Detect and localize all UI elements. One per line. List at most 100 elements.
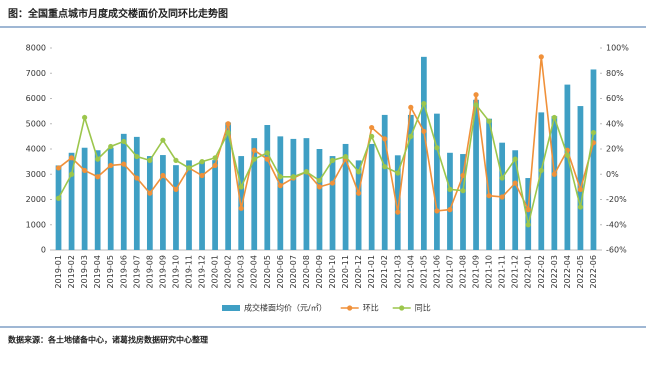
marker (147, 157, 153, 163)
bar (342, 143, 349, 250)
marker (577, 204, 584, 210)
marker (160, 172, 166, 179)
marker (590, 129, 597, 136)
x-tick-label: 2019-05 (106, 255, 115, 288)
legend-label: 环比 (363, 303, 379, 313)
marker (147, 190, 153, 196)
bar (160, 155, 166, 250)
x-tick-label: 2021-12 (511, 255, 520, 288)
marker (277, 174, 283, 180)
legend-swatch (399, 305, 405, 311)
marker (551, 171, 557, 177)
x-tick-label: 2022-04 (563, 255, 572, 288)
marker (108, 162, 114, 169)
x-tick-label: 2021-11 (498, 255, 507, 288)
bar (107, 147, 114, 250)
marker (369, 133, 375, 139)
source: 数据来源：各土地储备中心，诸葛找房数据研究中心整理 (8, 335, 208, 345)
marker (199, 159, 205, 165)
bar (277, 136, 284, 250)
x-tick-label: 2021-06 (432, 255, 441, 288)
marker (212, 162, 218, 169)
marker (382, 164, 388, 170)
x-tick-label: 2022-06 (589, 255, 598, 288)
bar (68, 152, 75, 250)
x-tick-label: 2022-01 (524, 255, 533, 288)
x-tick-label: 2021-10 (485, 255, 494, 288)
marker (82, 114, 88, 121)
x-tick-label: 2020-06 (276, 255, 285, 288)
marker (369, 124, 375, 131)
marker (277, 183, 283, 189)
bar (316, 149, 323, 250)
marker (134, 153, 140, 160)
bar (146, 156, 153, 250)
marker (525, 222, 531, 228)
bar (303, 138, 310, 250)
x-tick-label: 2020-04 (250, 255, 259, 288)
marker (356, 169, 362, 175)
bar (55, 165, 62, 250)
marker (525, 207, 531, 213)
marker (551, 114, 557, 121)
marker (212, 155, 218, 161)
marker (460, 188, 466, 194)
bar (420, 56, 427, 251)
marker (395, 209, 401, 215)
x-tick-label: 2020-08 (302, 255, 311, 288)
marker (434, 208, 440, 214)
marker (577, 186, 584, 192)
marker (473, 102, 479, 108)
x-tick-label: 2021-07 (445, 255, 454, 288)
marker (408, 104, 414, 110)
marker (68, 155, 75, 161)
bar (186, 160, 192, 250)
marker (95, 174, 101, 180)
bar (238, 156, 245, 250)
marker (303, 169, 310, 175)
marker (251, 156, 257, 162)
x-tick-label: 2020-12 (354, 255, 363, 288)
bar (212, 160, 218, 250)
marker (382, 136, 388, 142)
marker (290, 174, 296, 180)
bar (94, 150, 101, 250)
marker (538, 167, 544, 174)
y-tick-label: 0 (41, 246, 46, 255)
bar (590, 69, 597, 251)
chart-title: 图：全国重点城市月度成交楼面价及同环比走势图 (8, 7, 228, 20)
marker (499, 175, 505, 181)
line (58, 56, 595, 213)
marker (264, 150, 270, 156)
marker (121, 161, 127, 167)
y2-tick-label: 0% (606, 170, 619, 179)
x-tick-label: 2022-03 (550, 255, 559, 288)
marker (225, 129, 231, 136)
marker (342, 153, 349, 160)
bar (173, 165, 179, 250)
marker (499, 194, 505, 200)
y2-tick-label: 100% (606, 44, 629, 53)
x-tick-label: 2019-12 (198, 255, 207, 288)
x-tick-label: 2020-02 (224, 255, 233, 288)
x-tick-label: 2021-08 (459, 255, 468, 288)
bar (251, 138, 258, 250)
y-tick-label: 3000 (26, 170, 46, 179)
bar (355, 160, 362, 250)
bar (473, 99, 479, 250)
marker (316, 177, 323, 184)
x-tick-label: 2019-08 (145, 255, 154, 288)
x-tick-label: 2020-11 (341, 255, 350, 288)
bar (538, 112, 545, 250)
marker (95, 156, 101, 162)
marker (199, 172, 205, 179)
x-tick-label: 2019-04 (93, 255, 102, 288)
x-tick-label: 2021-05 (419, 255, 428, 288)
marker (160, 137, 166, 143)
bar (199, 161, 205, 250)
y-tick-label: 4000 (26, 145, 46, 154)
x-tick-label: 2022-02 (537, 255, 546, 288)
bar (133, 136, 140, 250)
